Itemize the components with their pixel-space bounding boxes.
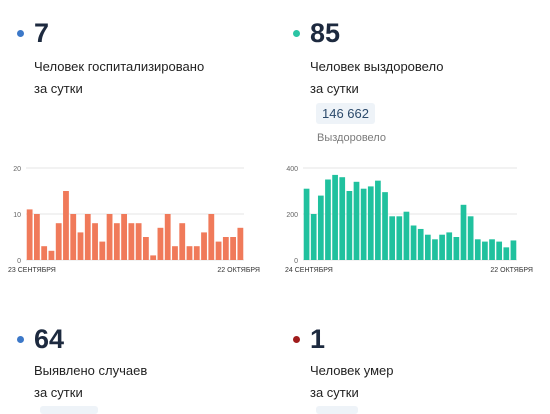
- bar: [317, 195, 324, 260]
- bar: [453, 237, 460, 260]
- bar: [193, 246, 200, 260]
- y-tick-label: 10: [13, 212, 21, 219]
- bar: [510, 240, 517, 260]
- bar: [99, 241, 106, 260]
- bar: [237, 227, 244, 260]
- bar: [142, 237, 149, 260]
- bar: [339, 177, 346, 260]
- bar: [84, 214, 91, 260]
- bar: [332, 174, 338, 260]
- bar: [150, 255, 157, 260]
- bar: [389, 216, 396, 260]
- deaths-total-stub: [316, 406, 358, 414]
- bar: [33, 214, 40, 260]
- bar: [382, 192, 388, 260]
- bar: [396, 216, 403, 260]
- cases-total-stub: [40, 406, 98, 414]
- bar: [410, 225, 417, 260]
- y-tick-label: 200: [286, 212, 298, 219]
- bar: [41, 246, 48, 260]
- x-start-label: 23 СЕНТЯБРЯ: [8, 267, 56, 274]
- bar: [325, 179, 331, 260]
- bar: [222, 237, 229, 260]
- recovered-total-label: Выздоровело: [317, 132, 386, 144]
- bar: [403, 211, 410, 260]
- hospitalized-value: 7: [34, 18, 50, 48]
- bar: [164, 214, 171, 260]
- bar: [367, 186, 374, 260]
- bar: [157, 227, 164, 260]
- recovered-total: 146 662: [316, 103, 375, 124]
- x-end-label: 22 ОКТЯБРЯ: [490, 267, 533, 274]
- bar: [179, 223, 186, 260]
- y-tick-label: 400: [286, 166, 298, 173]
- bar: [424, 234, 431, 260]
- bar: [172, 246, 178, 260]
- bar: [346, 191, 353, 260]
- bar: [230, 237, 237, 260]
- hospitalized-chart: 0 10 20 23 СЕНТЯБРЯ 22 ОКТЯБРЯ: [8, 166, 260, 274]
- bar: [208, 214, 215, 260]
- bar: [496, 241, 503, 260]
- bar: [55, 223, 62, 260]
- blue-dot-icon: [17, 336, 24, 343]
- blue-dot-icon: [17, 30, 24, 37]
- bar: [26, 209, 33, 260]
- y-tick-label: 20: [13, 166, 21, 173]
- bar: [201, 232, 207, 260]
- bar: [77, 232, 84, 260]
- bar: [417, 228, 424, 260]
- recovered-chart: 0 200 400 24 СЕНТЯБРЯ 22 ОКТЯБРЯ: [285, 166, 533, 274]
- bar: [310, 214, 317, 260]
- recovered-text: Человек выздоровело за сутки: [310, 59, 444, 96]
- bar: [439, 234, 445, 260]
- bar: [446, 232, 453, 260]
- bar: [460, 204, 467, 260]
- bar: [432, 239, 438, 260]
- bar: [482, 241, 488, 260]
- bar: [70, 214, 77, 260]
- deaths-value: 1: [310, 324, 326, 354]
- bar: [48, 250, 55, 260]
- bar: [375, 180, 381, 260]
- bar: [215, 241, 222, 260]
- bar: [360, 188, 367, 260]
- y-tick-label: 0: [17, 258, 21, 265]
- bar: [503, 247, 510, 260]
- red-dot-icon: [293, 336, 300, 343]
- bar: [353, 181, 360, 260]
- bar: [92, 223, 98, 260]
- recovered-value: 85: [310, 18, 341, 48]
- y-tick-label: 0: [294, 258, 298, 265]
- x-start-label: 24 СЕНТЯБРЯ: [285, 267, 333, 274]
- deaths-text: Человек умер за сутки: [310, 363, 394, 400]
- bar: [135, 223, 142, 260]
- bar: [303, 188, 310, 260]
- x-end-label: 22 ОКТЯБРЯ: [217, 267, 260, 274]
- teal-dot-icon: [293, 30, 300, 37]
- bar: [106, 214, 113, 260]
- bar: [128, 223, 135, 260]
- bar: [186, 246, 193, 260]
- bar: [474, 239, 481, 260]
- bar: [113, 223, 120, 260]
- bar: [63, 191, 69, 260]
- hospitalized-text: Человек госпитализировано за сутки: [34, 59, 205, 96]
- bar: [467, 216, 474, 260]
- bar: [121, 214, 128, 260]
- cases-value: 64: [34, 324, 65, 354]
- bar: [489, 239, 495, 260]
- cases-text: Выявлено случаев за сутки: [34, 363, 148, 400]
